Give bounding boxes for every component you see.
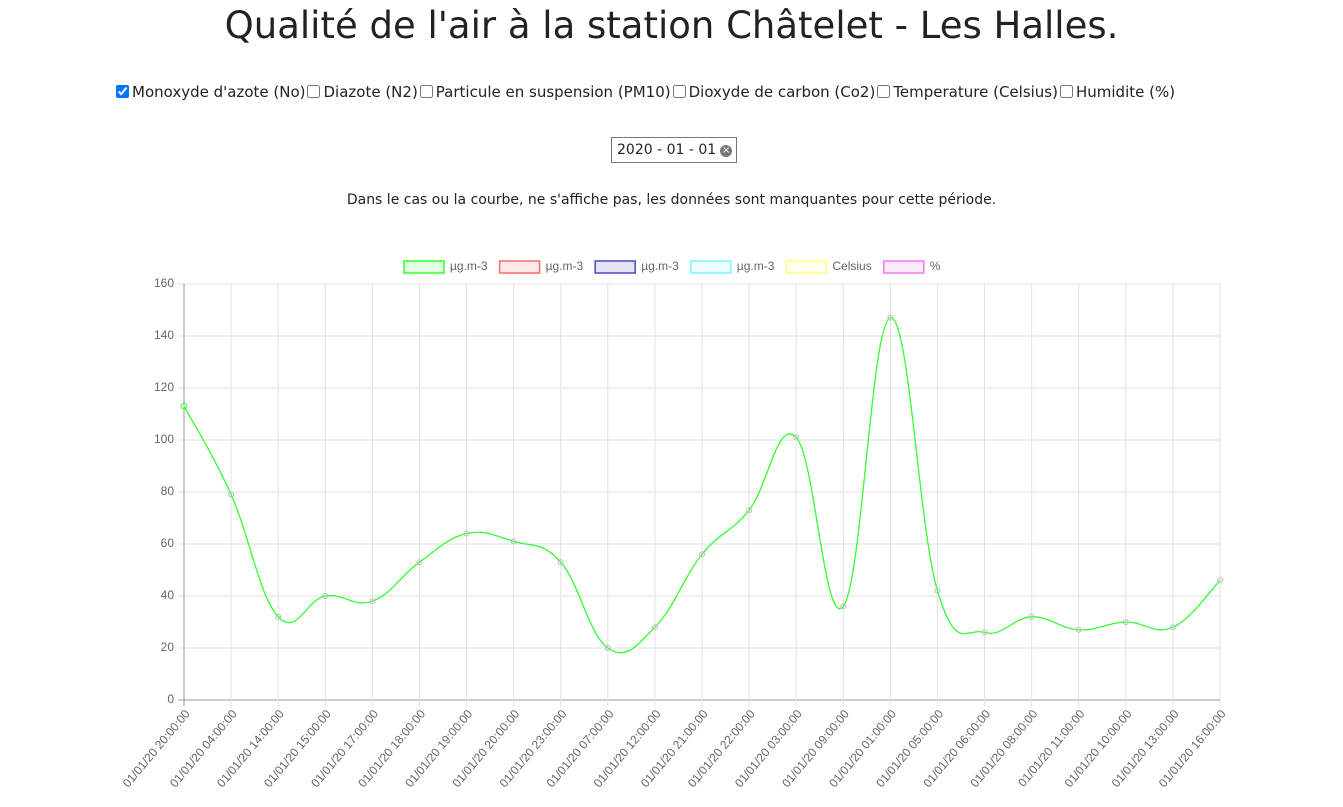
data-point <box>1028 613 1035 620</box>
data-point <box>840 603 847 610</box>
data-point <box>275 613 282 620</box>
data-point <box>557 559 564 566</box>
data-point <box>1169 624 1176 631</box>
y-tick-label: 160 <box>154 276 174 290</box>
checkbox[interactable] <box>877 85 891 98</box>
data-point <box>1075 626 1082 633</box>
legend-swatch <box>785 260 828 274</box>
y-tick-label: 40 <box>161 588 175 602</box>
legend-label: Celsius <box>832 259 871 273</box>
checkbox[interactable] <box>1059 85 1073 98</box>
option-label: Particule en suspension (PM10) <box>435 83 671 101</box>
y-tick-label: 120 <box>154 380 174 394</box>
legend-label: µg.m-3 <box>641 259 679 273</box>
data-point <box>746 507 753 514</box>
date-value: 2020 - 01 - 01 <box>617 142 717 158</box>
checkbox[interactable] <box>307 85 321 98</box>
options: Monoxyde d'azote (No) Diazote (N2) Particu… <box>116 83 1177 101</box>
y-tick-label: 80 <box>161 484 175 498</box>
data-point <box>699 551 705 558</box>
y-tick-label: 60 <box>161 536 175 550</box>
clear-button[interactable]: × <box>720 145 733 157</box>
data-point <box>1122 619 1129 625</box>
checkbox[interactable] <box>116 85 129 98</box>
data-point <box>934 587 941 594</box>
y-tick-label: 100 <box>154 432 174 446</box>
data-point <box>651 624 658 631</box>
legend-swatch <box>594 260 636 274</box>
data-point <box>981 629 988 636</box>
legend-label: µg.m-3 <box>546 259 584 273</box>
series-line <box>183 317 1221 654</box>
legend-label: % <box>930 259 941 273</box>
option-label: Dioxyde de carbon (Co2) <box>688 83 876 101</box>
y-tick-label: 0 <box>167 692 174 706</box>
checkbox[interactable] <box>672 85 686 98</box>
y-tick-label: 20 <box>161 640 175 654</box>
checkbox[interactable] <box>419 85 433 98</box>
legend-swatch <box>690 260 732 274</box>
data-point <box>887 314 894 321</box>
option[interactable]: Monoxyde d'azote (No) <box>116 83 305 101</box>
data-point <box>793 434 800 441</box>
data-point <box>369 598 376 605</box>
option[interactable]: Dioxyde de carbon (Co2) <box>672 83 876 101</box>
option-label: Humidite (%) <box>1075 83 1176 101</box>
data-point <box>228 491 235 498</box>
legend-swatch <box>498 260 541 274</box>
legend-label: µg.m-3 <box>450 259 488 273</box>
option-label: Temperature (Celsius) <box>893 83 1058 101</box>
data-point <box>510 538 517 545</box>
legend-swatch <box>882 260 925 274</box>
data-point <box>180 402 188 410</box>
option[interactable]: Humidite (%) <box>1059 83 1176 101</box>
page-title: Qualité de l'air à la station Châtelet -… <box>224 4 1119 47</box>
data-point <box>1217 577 1223 584</box>
date-input[interactable]: 2020 - 01 - 01 × <box>611 137 738 163</box>
data-point <box>463 530 470 537</box>
legend-label: µg.m-3 <box>737 259 775 273</box>
option-label: Monoxyde d'azote (No) <box>132 83 306 101</box>
option-label: Diazote (N2) <box>323 83 418 101</box>
y-tick-label: 140 <box>154 328 174 342</box>
legend-swatch <box>403 260 445 274</box>
data-point <box>322 593 329 599</box>
note: Dans le cas ou la courbe, ne s'affiche p… <box>346 192 997 208</box>
option[interactable]: Temperature (Celsius) <box>877 83 1058 101</box>
data-point <box>604 645 611 651</box>
option[interactable]: Diazote (N2) <box>307 83 418 101</box>
option[interactable]: Particule en suspension (PM10) <box>419 83 671 101</box>
data-point <box>416 559 423 566</box>
